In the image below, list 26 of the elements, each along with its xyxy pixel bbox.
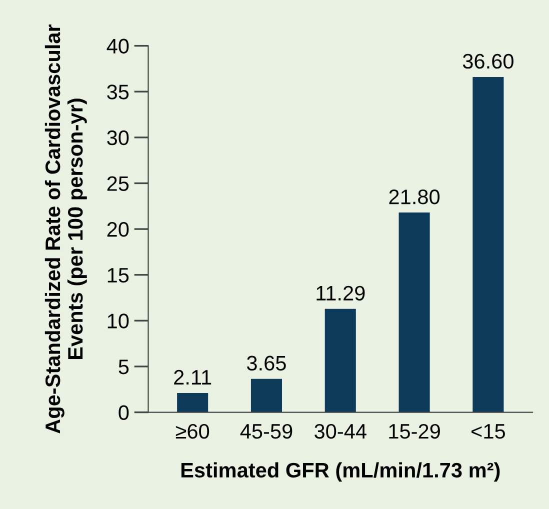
data-label: 11.29 [316,286,365,301]
y-tick-label: 15 [108,268,129,283]
data-label: 36.60 [462,54,514,69]
data-label: 2.11 [174,370,212,384]
x-axis-title: Estimated GFR (mL/min/1.73 m²) [181,462,500,482]
y-tick-label: 5 [118,360,129,374]
x-tick-label: 30-44 [314,424,366,439]
data-label: 21.80 [389,190,440,204]
y-tick-label: 30 [107,130,129,146]
y-tick-label: 35 [107,84,129,100]
y-tick-label: 20 [107,222,129,237]
y-tick-label: 25 [107,176,129,191]
y-tick-label: 10 [108,314,129,328]
data-label: 3.65 [247,356,286,371]
bar [398,212,430,412]
x-tick-label: 45-59 [240,424,292,439]
bar [324,308,356,412]
bar [177,392,208,412]
y-tick-label: 40 [106,38,129,54]
y-tick-label: 0 [118,405,129,420]
x-tick-label: ≥60 [176,424,210,439]
bar [250,378,282,412]
x-tick-label: 15-29 [389,424,440,439]
y-axis-title: Age-Standardized Rate of Cardiovascular Events (per 100 person-yr) [44,24,87,434]
x-tick-label: <15 [472,424,505,439]
bar [472,76,504,412]
